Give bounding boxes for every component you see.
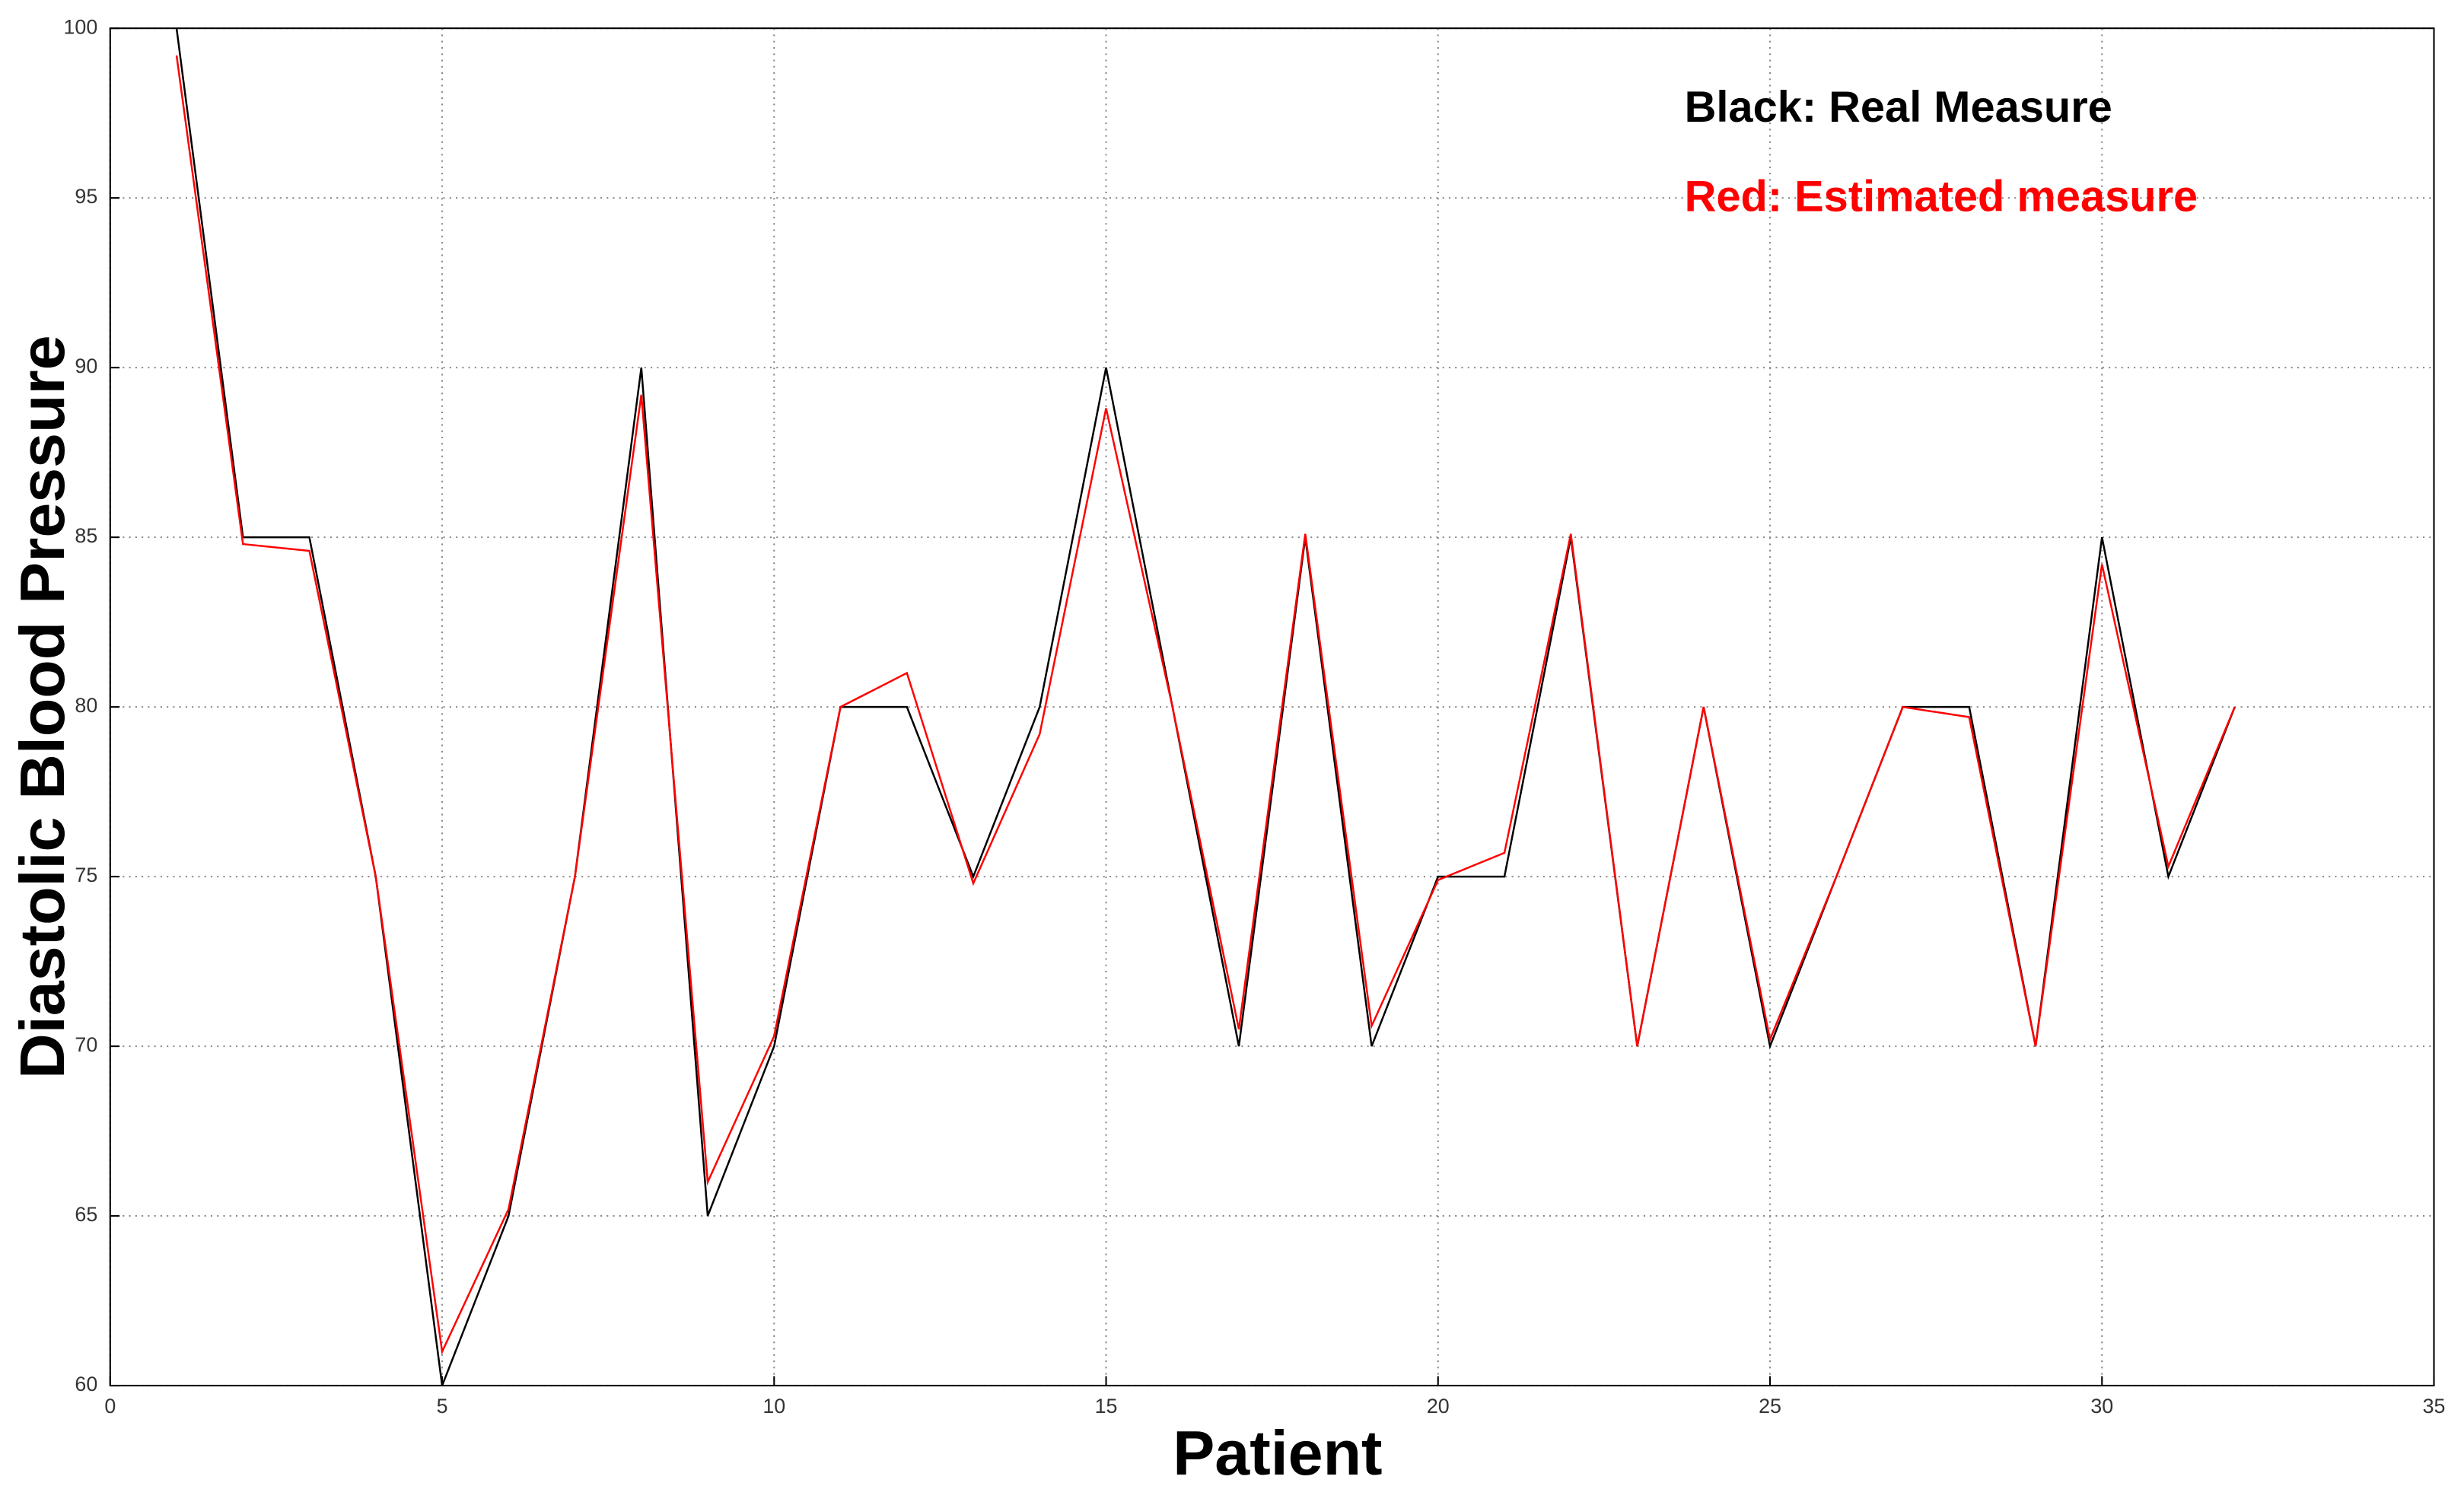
- y-tick-label: 60: [75, 1373, 97, 1395]
- y-tick-label: 70: [75, 1033, 97, 1056]
- plot-frame: [109, 27, 2435, 1387]
- y-tick-label: 80: [75, 694, 97, 717]
- y-tick-label: 100: [64, 15, 98, 38]
- x-tick-label: 30: [2090, 1395, 2113, 1418]
- y-tick-label: 75: [75, 864, 97, 886]
- x-axis-label: Patient: [1173, 1418, 1382, 1488]
- x-tick-label: 20: [1427, 1395, 1450, 1418]
- plot-area: [110, 28, 2434, 1386]
- y-tick-label: 95: [75, 185, 97, 208]
- x-tick-label: 5: [437, 1395, 448, 1418]
- x-tick-label: 15: [1095, 1395, 1118, 1418]
- series-line: [175, 55, 2236, 1355]
- y-tick-label: 85: [75, 524, 97, 547]
- x-tick-label: 0: [104, 1395, 116, 1418]
- y-axis-label: Diastolic Blood Pressure: [8, 335, 78, 1078]
- x-tick-label: 10: [762, 1395, 785, 1418]
- legend-entry: Red: Estimated measure: [1685, 172, 2198, 221]
- x-tick-label: 25: [1759, 1395, 1781, 1418]
- x-tick-label: 35: [2423, 1395, 2446, 1418]
- legend-entry: Black: Real Measure: [1685, 83, 2112, 132]
- y-tick-label: 65: [75, 1203, 97, 1226]
- y-tick-label: 90: [75, 355, 97, 377]
